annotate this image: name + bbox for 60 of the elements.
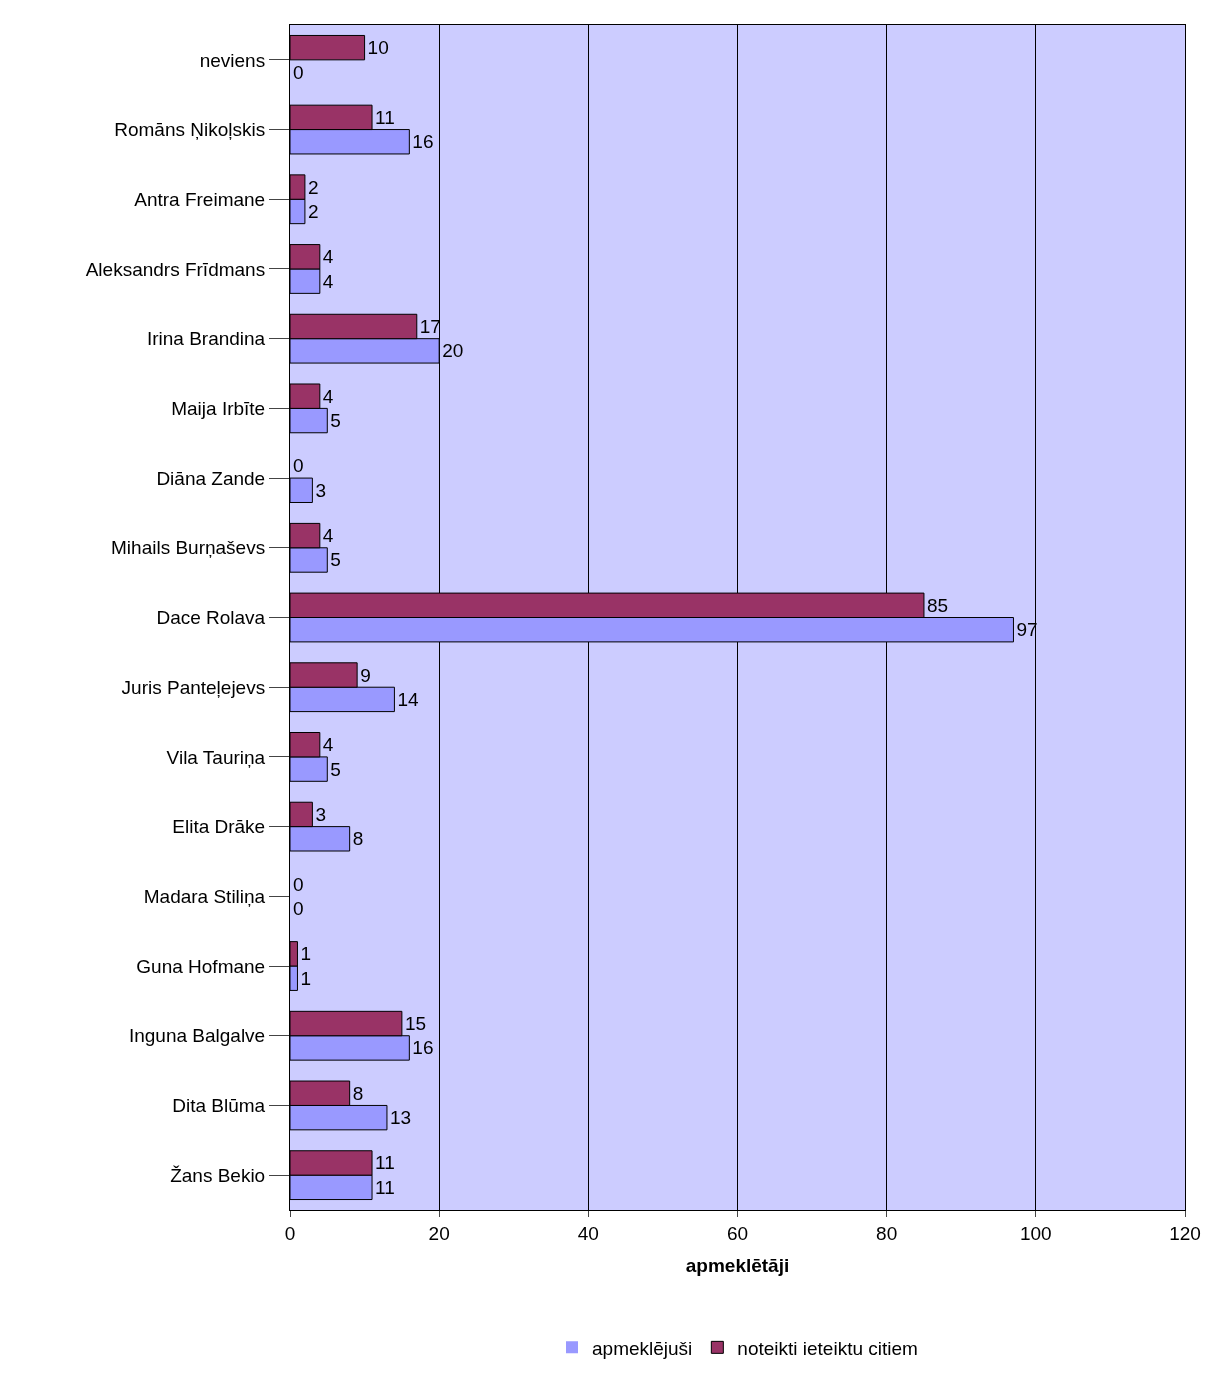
data-label: 9 bbox=[360, 664, 371, 686]
data-label: 4 bbox=[322, 734, 334, 756]
data-label: 5 bbox=[330, 758, 341, 780]
data-label: 4 bbox=[322, 525, 334, 547]
data-label: 2 bbox=[307, 200, 319, 222]
data-label: 0 bbox=[293, 455, 304, 477]
y-tick-label: Elita Drāke bbox=[172, 816, 266, 838]
y-tick-label: Irina Brandina bbox=[146, 328, 266, 350]
y-tick-label: Maija Irbīte bbox=[171, 398, 266, 420]
data-label: 1 bbox=[300, 967, 312, 989]
data-label: 0 bbox=[293, 898, 304, 920]
data-label: 11 bbox=[375, 1176, 395, 1198]
data-label: 5 bbox=[330, 549, 341, 571]
data-label: 85 bbox=[926, 594, 949, 616]
data-label: 13 bbox=[389, 1107, 412, 1129]
data-label: 8 bbox=[352, 828, 364, 850]
x-tick-label: 100 bbox=[1019, 1222, 1052, 1244]
legend-label: noteikti ieteiktu citiem bbox=[737, 1337, 918, 1359]
x-tick-label: 80 bbox=[876, 1222, 898, 1244]
y-tick-label: Diāna Zande bbox=[156, 467, 266, 489]
y-tick-label: Dace Rolava bbox=[156, 607, 266, 629]
y-tick-label: Žans Bekio bbox=[170, 1164, 266, 1186]
y-tick-label: Juris Panteļejevs bbox=[121, 676, 266, 698]
data-label: 15 bbox=[404, 1013, 427, 1035]
x-tick-label: 60 bbox=[726, 1222, 749, 1244]
y-tick-label: Inguna Balgalve bbox=[128, 1025, 266, 1047]
legend-label: apmeklējuši bbox=[592, 1337, 693, 1359]
data-label: 0 bbox=[293, 873, 304, 895]
y-tick-label: Mihails Burņaševs bbox=[111, 537, 266, 559]
data-label: 5 bbox=[330, 410, 341, 432]
data-label: 16 bbox=[412, 1037, 434, 1059]
data-label: 3 bbox=[315, 803, 326, 825]
data-label: 8 bbox=[352, 1082, 364, 1104]
data-label: 16 bbox=[412, 131, 434, 153]
data-label: 17 bbox=[419, 315, 441, 337]
x-tick-label: 20 bbox=[428, 1222, 450, 1244]
data-label: 4 bbox=[322, 246, 334, 268]
y-tick-label: Vila Tauriņa bbox=[166, 746, 266, 768]
data-label: 4 bbox=[322, 270, 334, 292]
data-label: 0 bbox=[293, 61, 304, 83]
data-label: 11 bbox=[375, 1152, 395, 1174]
data-label: 20 bbox=[442, 340, 464, 362]
x-tick-label: 40 bbox=[577, 1222, 599, 1244]
y-tick-label: Antra Freimane bbox=[134, 188, 266, 210]
data-label: 10 bbox=[367, 37, 389, 59]
y-tick-label: Madara Stiliņa bbox=[143, 885, 266, 907]
data-label: 11 bbox=[375, 106, 395, 128]
x-tick-label: 120 bbox=[1169, 1222, 1201, 1244]
x-tick-label: 0 bbox=[284, 1222, 296, 1244]
y-tick-label: neviens bbox=[199, 49, 266, 71]
x-axis-title: apmeklētāji bbox=[685, 1254, 790, 1276]
data-label: 4 bbox=[322, 385, 334, 407]
data-label: 3 bbox=[315, 479, 326, 501]
data-label: 14 bbox=[397, 688, 419, 710]
y-tick-label: Aleksandrs Frīdmans bbox=[85, 258, 266, 280]
y-tick-label: Romāns Ņikoļskis bbox=[114, 119, 266, 141]
data-label: 1 bbox=[300, 943, 312, 965]
y-tick-label: Dita Blūma bbox=[172, 1095, 266, 1117]
y-tick-label: Guna Hofmane bbox=[136, 955, 266, 977]
data-label: 2 bbox=[307, 176, 319, 198]
